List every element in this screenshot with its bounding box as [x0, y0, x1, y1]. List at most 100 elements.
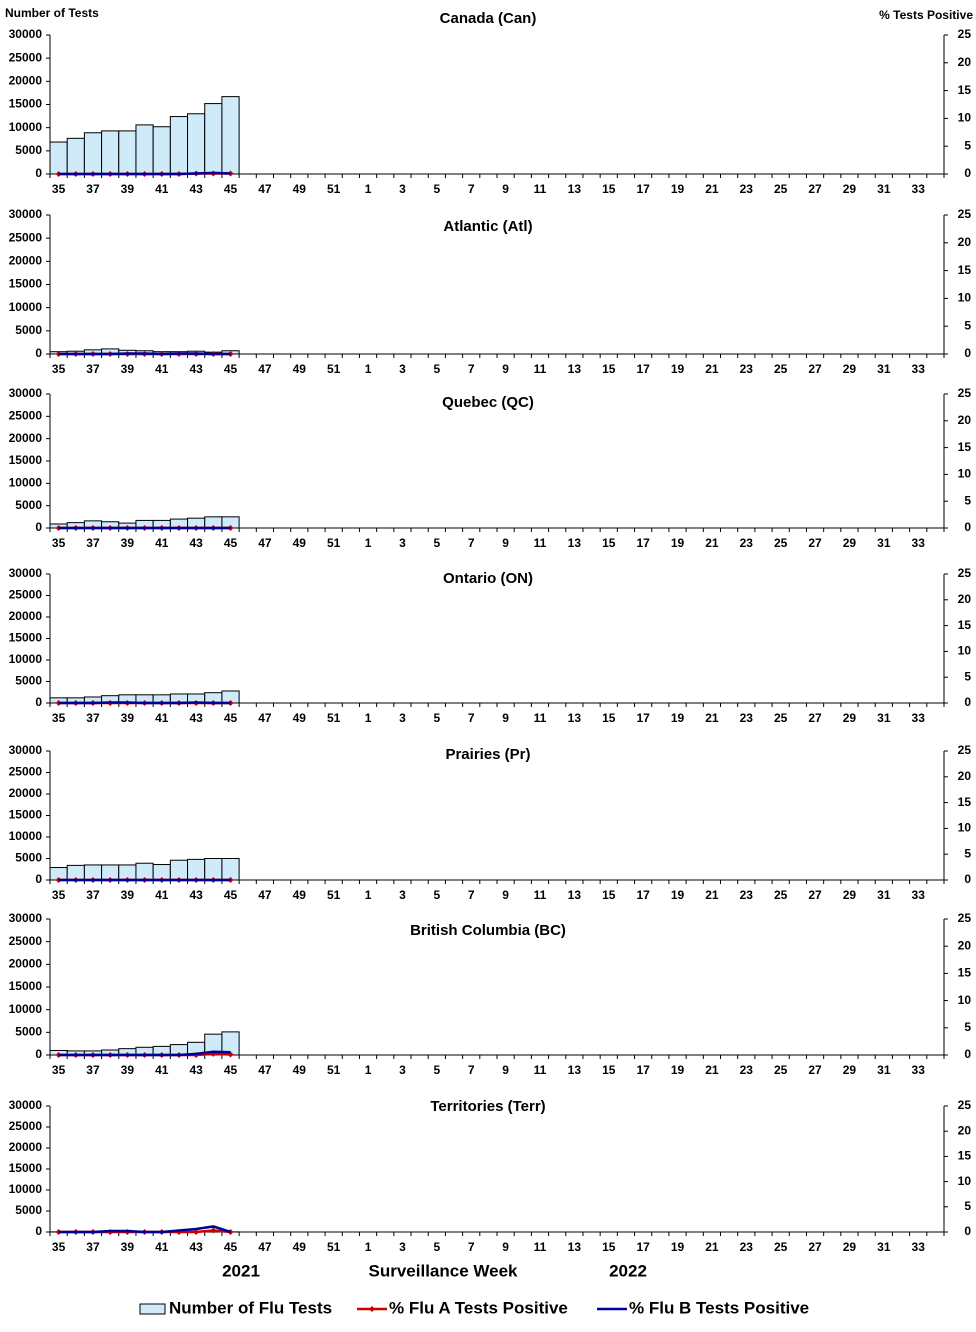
- legend-label: % Flu B Tests Positive: [629, 1298, 809, 1317]
- y2-tick-label: 0: [964, 1224, 971, 1238]
- y2-tick-label: 10: [958, 1174, 972, 1188]
- x-tick-label: 43: [189, 1240, 203, 1254]
- bar: [204, 858, 223, 881]
- x-tick-label: 3: [399, 888, 406, 902]
- x-tick-label: 51: [327, 1063, 341, 1077]
- y2-tick-label: 15: [958, 440, 972, 454]
- y2-tick-label: 5: [964, 669, 971, 683]
- x-tick-label: 51: [327, 362, 341, 376]
- x-tick-label: 23: [740, 888, 754, 902]
- y-tick-label: 0: [35, 1224, 42, 1238]
- x-tick-label: 41: [155, 362, 169, 376]
- y2-tick-label: 20: [958, 769, 972, 783]
- x-tick-label: 15: [602, 362, 616, 376]
- y-tick-label: 5000: [15, 143, 42, 157]
- x-tick-label: 35: [52, 362, 66, 376]
- y2-tick-label: 25: [958, 911, 972, 925]
- x-tick-label: 7: [468, 1240, 475, 1254]
- y2-tick-label: 20: [958, 938, 972, 952]
- x-tick-label: 33: [912, 1240, 926, 1254]
- y-tick-label: 25000: [9, 230, 43, 244]
- x-tick-label: 31: [877, 888, 891, 902]
- x-tick-label: 19: [671, 1063, 685, 1077]
- y2-tick-label: 10: [958, 467, 972, 481]
- y2-tick-label: 25: [958, 566, 972, 580]
- bar: [101, 130, 120, 175]
- bar: [221, 858, 240, 881]
- y-tick-label: 5000: [15, 498, 42, 512]
- x-tick-label: 1: [365, 182, 372, 196]
- x-tick-label: 7: [468, 711, 475, 725]
- y2-tick-label: 25: [958, 27, 972, 41]
- x-tick-label: 3: [399, 711, 406, 725]
- x-axis-label: Surveillance Week: [369, 1261, 519, 1280]
- y-tick-label: 30000: [9, 207, 43, 221]
- y-tick-label: 25000: [9, 1119, 43, 1133]
- y2-tick-label: 5: [964, 846, 971, 860]
- y-tick-label: 5000: [15, 1025, 42, 1039]
- y-tick-label: 10000: [9, 1182, 43, 1196]
- marker: [55, 171, 62, 177]
- panel-title: Prairies (Pr): [445, 746, 530, 763]
- x-tick-label: 31: [877, 1063, 891, 1077]
- x-tick-label: 13: [568, 1063, 582, 1077]
- y-tick-label: 30000: [9, 386, 43, 400]
- x-tick-label: 47: [258, 362, 272, 376]
- y-tick-label: 10000: [9, 300, 43, 314]
- x-tick-label: 25: [774, 182, 788, 196]
- y-tick-label: 20000: [9, 254, 43, 268]
- y-tick-label: 15000: [9, 1161, 43, 1175]
- y-tick-label: 25000: [9, 934, 43, 948]
- x-tick-label: 29: [843, 711, 857, 725]
- x-tick-label: 1: [365, 362, 372, 376]
- x-tick-label: 5: [433, 711, 440, 725]
- x-tick-label: 47: [258, 1240, 272, 1254]
- y-tick-label: 15000: [9, 808, 43, 822]
- y-tick-label: 20000: [9, 786, 43, 800]
- x-tick-label: 15: [602, 1063, 616, 1077]
- x-tick-label: 51: [327, 711, 341, 725]
- y-tick-label: 25000: [9, 409, 43, 423]
- x-tick-label: 5: [433, 888, 440, 902]
- marker: [55, 700, 62, 706]
- x-tick-label: 27: [808, 1240, 822, 1254]
- x-tick-label: 25: [774, 888, 788, 902]
- x-tick-label: 45: [224, 711, 238, 725]
- x-tick-label: 7: [468, 362, 475, 376]
- x-tick-label: 9: [502, 1240, 509, 1254]
- y-tick-label: 0: [35, 695, 42, 709]
- x-tick-label: 15: [602, 1240, 616, 1254]
- x-tick-label: 23: [740, 536, 754, 550]
- x-tick-label: 25: [774, 536, 788, 550]
- y-tick-label: 10000: [9, 476, 43, 490]
- x-tick-label: 5: [433, 182, 440, 196]
- x-tick-label: 35: [52, 888, 66, 902]
- bar: [221, 96, 240, 175]
- y-tick-label: 15000: [9, 277, 43, 291]
- y2-tick-label: 10: [958, 993, 972, 1007]
- y-tick-label: 0: [35, 346, 42, 360]
- y-tick-label: 10000: [9, 1002, 43, 1016]
- x-tick-label: 15: [602, 711, 616, 725]
- x-tick-label: 25: [774, 711, 788, 725]
- panel-title: Canada (Can): [440, 10, 537, 27]
- x-tick-label: 7: [468, 888, 475, 902]
- x-tick-label: 15: [602, 536, 616, 550]
- x-tick-label: 51: [327, 888, 341, 902]
- y2-tick-label: 0: [964, 520, 971, 534]
- x-tick-label: 13: [568, 536, 582, 550]
- x-tick-label: 35: [52, 1240, 66, 1254]
- marker: [55, 1229, 62, 1235]
- x-tick-label: 39: [121, 888, 135, 902]
- x-tick-label: 43: [189, 1063, 203, 1077]
- bar: [118, 130, 137, 175]
- x-tick-label: 25: [774, 1063, 788, 1077]
- x-tick-label: 29: [843, 1063, 857, 1077]
- bar: [187, 113, 206, 175]
- legend-label: % Flu A Tests Positive: [389, 1298, 568, 1317]
- bar: [83, 132, 103, 175]
- x-tick-label: 1: [365, 711, 372, 725]
- y-tick-label: 20000: [9, 609, 43, 623]
- panel-title: Atlantic (Atl): [443, 218, 532, 235]
- x-tick-label: 5: [433, 1063, 440, 1077]
